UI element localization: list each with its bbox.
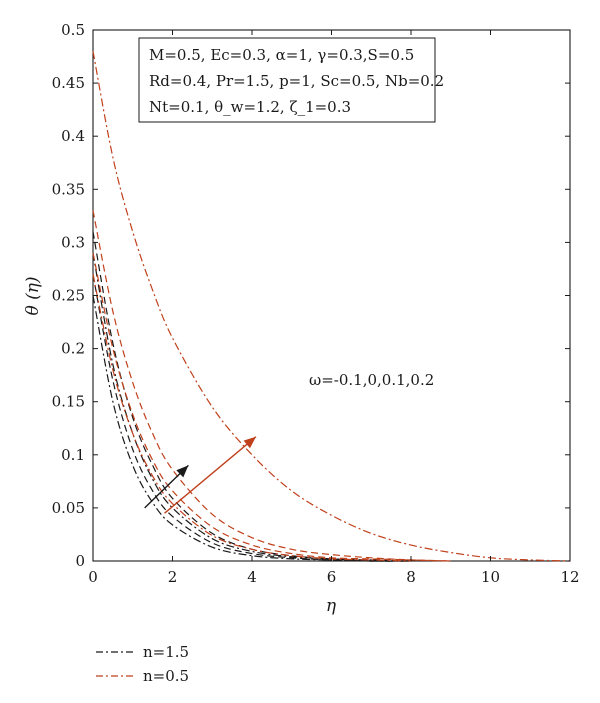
omega-annotation: ω=-0.1,0,0.1,0.2 xyxy=(309,371,434,389)
x-tick-label: 10 xyxy=(481,568,500,586)
series-line-n0-5-7 xyxy=(92,210,451,562)
x-tick-label: 0 xyxy=(88,568,98,586)
y-tick-label: 0.35 xyxy=(52,180,85,198)
series-line-n0-5-5 xyxy=(92,274,412,562)
y-tick-label: 0.15 xyxy=(52,393,85,411)
parameter-box xyxy=(138,37,436,123)
series-line-n1-5-3 xyxy=(92,252,412,562)
trend-arrow-head-1 xyxy=(176,465,189,478)
series-line-n1-5-2 xyxy=(92,274,412,562)
y-tick-label: 0.25 xyxy=(52,287,85,305)
y-tick-label: 0.05 xyxy=(52,499,85,517)
legend-label-n0-5: n=0.5 xyxy=(143,667,189,685)
series-group xyxy=(92,51,571,562)
x-tick-label: 4 xyxy=(247,568,257,586)
parameter-line-2: Rd=0.4, Pr=1.5, p=1, Sc=0.5, Nb=0.2 xyxy=(149,72,444,90)
y-axis-label: θ (η) xyxy=(23,276,43,315)
series-line-n1-5-1 xyxy=(92,295,412,562)
axis-ticks: 0 0.05 0.1 0.15 0.2 0.25 0.3 0.35 0.4 0.45 0.5 0 2 4 6… xyxy=(52,21,580,586)
y-tick-label: 0.2 xyxy=(61,340,85,358)
y-tick-label: 0.4 xyxy=(61,127,85,145)
arrow-group xyxy=(144,436,257,514)
series-line-n1-5-4 xyxy=(92,231,412,562)
parameter-line-1: M=0.5, Ec=0.3, α=1, γ=0.3,S=0.5 xyxy=(149,46,414,64)
parameter-line-3: Nt=0.1, θ_w=1.2, ζ_1=0.3 xyxy=(149,98,351,116)
y-tick-label: 0.45 xyxy=(52,74,85,92)
x-tick-label: 8 xyxy=(406,568,416,586)
series-line-n0-5-8 xyxy=(92,51,571,562)
y-tick-label: 0 xyxy=(75,552,85,570)
x-tick-label: 12 xyxy=(560,568,579,586)
x-tick-label: 2 xyxy=(168,568,178,586)
trend-arrow-head-2 xyxy=(243,436,256,449)
x-axis-label: η xyxy=(326,596,337,616)
series-line-n0-5-6 xyxy=(92,252,451,562)
y-tick-label: 0.1 xyxy=(61,446,85,464)
trend-arrow-shaft-2 xyxy=(164,436,257,514)
x-tick-label: 6 xyxy=(327,568,337,586)
y-tick-label: 0.3 xyxy=(61,233,85,251)
y-tick-label: 0.5 xyxy=(61,21,85,39)
legend-label-n1-5: n=1.5 xyxy=(143,643,189,661)
legend: n=1.5 n=0.5 xyxy=(96,643,189,685)
